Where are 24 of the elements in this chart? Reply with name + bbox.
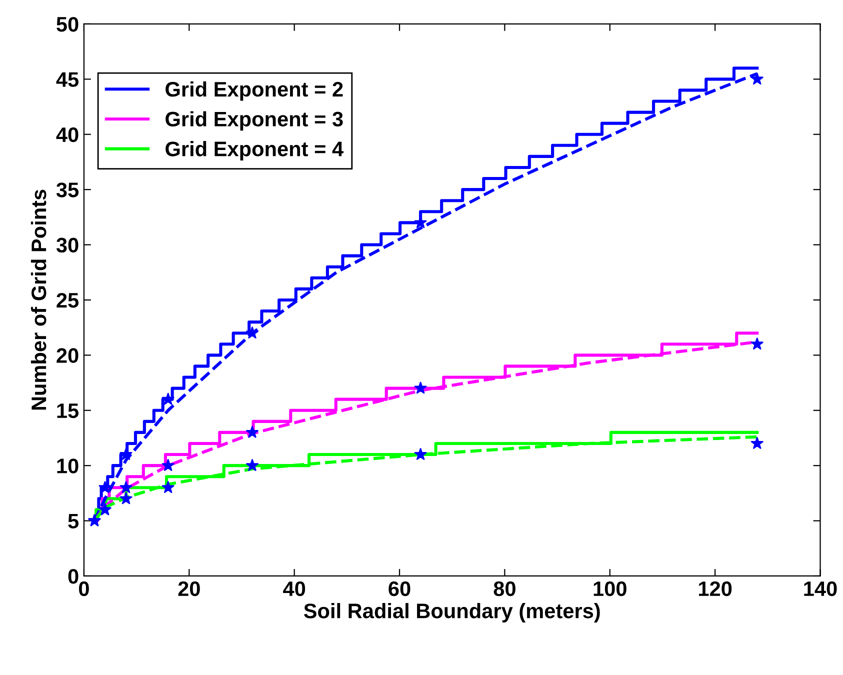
y-tick-label: 10	[57, 458, 78, 474]
x-tick-label: 120	[698, 581, 732, 596]
y-tick-label: 50	[56, 16, 78, 32]
y-tick-label: 45	[56, 72, 79, 87]
legend-label: Grid Exponent = 3	[166, 111, 343, 131]
y-tick-label: 5	[68, 514, 79, 529]
x-tick-label: 60	[388, 581, 410, 596]
x-tick-label: 20	[178, 581, 200, 596]
legend-label: Grid Exponent = 2	[166, 81, 343, 101]
y-tick-label: 20	[56, 348, 78, 363]
legend-label: Grid Exponent = 4	[166, 141, 344, 160]
y-tick-label: 35	[56, 182, 79, 198]
x-axis-title: Soil Radial Boundary (meters)	[304, 603, 600, 622]
y-tick-label: 0	[68, 568, 78, 584]
y-tick-label: 15	[57, 404, 79, 418]
x-tick-label: 80	[494, 581, 516, 596]
y-tick-label: 25	[56, 292, 79, 308]
y-axis-title: Number of Grid Points	[30, 190, 46, 410]
x-tick-label: 40	[283, 581, 306, 596]
x-tick-label: 140	[804, 581, 837, 596]
y-tick-label: 40	[56, 127, 78, 142]
x-tick-label: 100	[594, 581, 626, 596]
x-tick-label: 0	[78, 581, 89, 596]
y-tick-label: 30	[56, 238, 78, 253]
